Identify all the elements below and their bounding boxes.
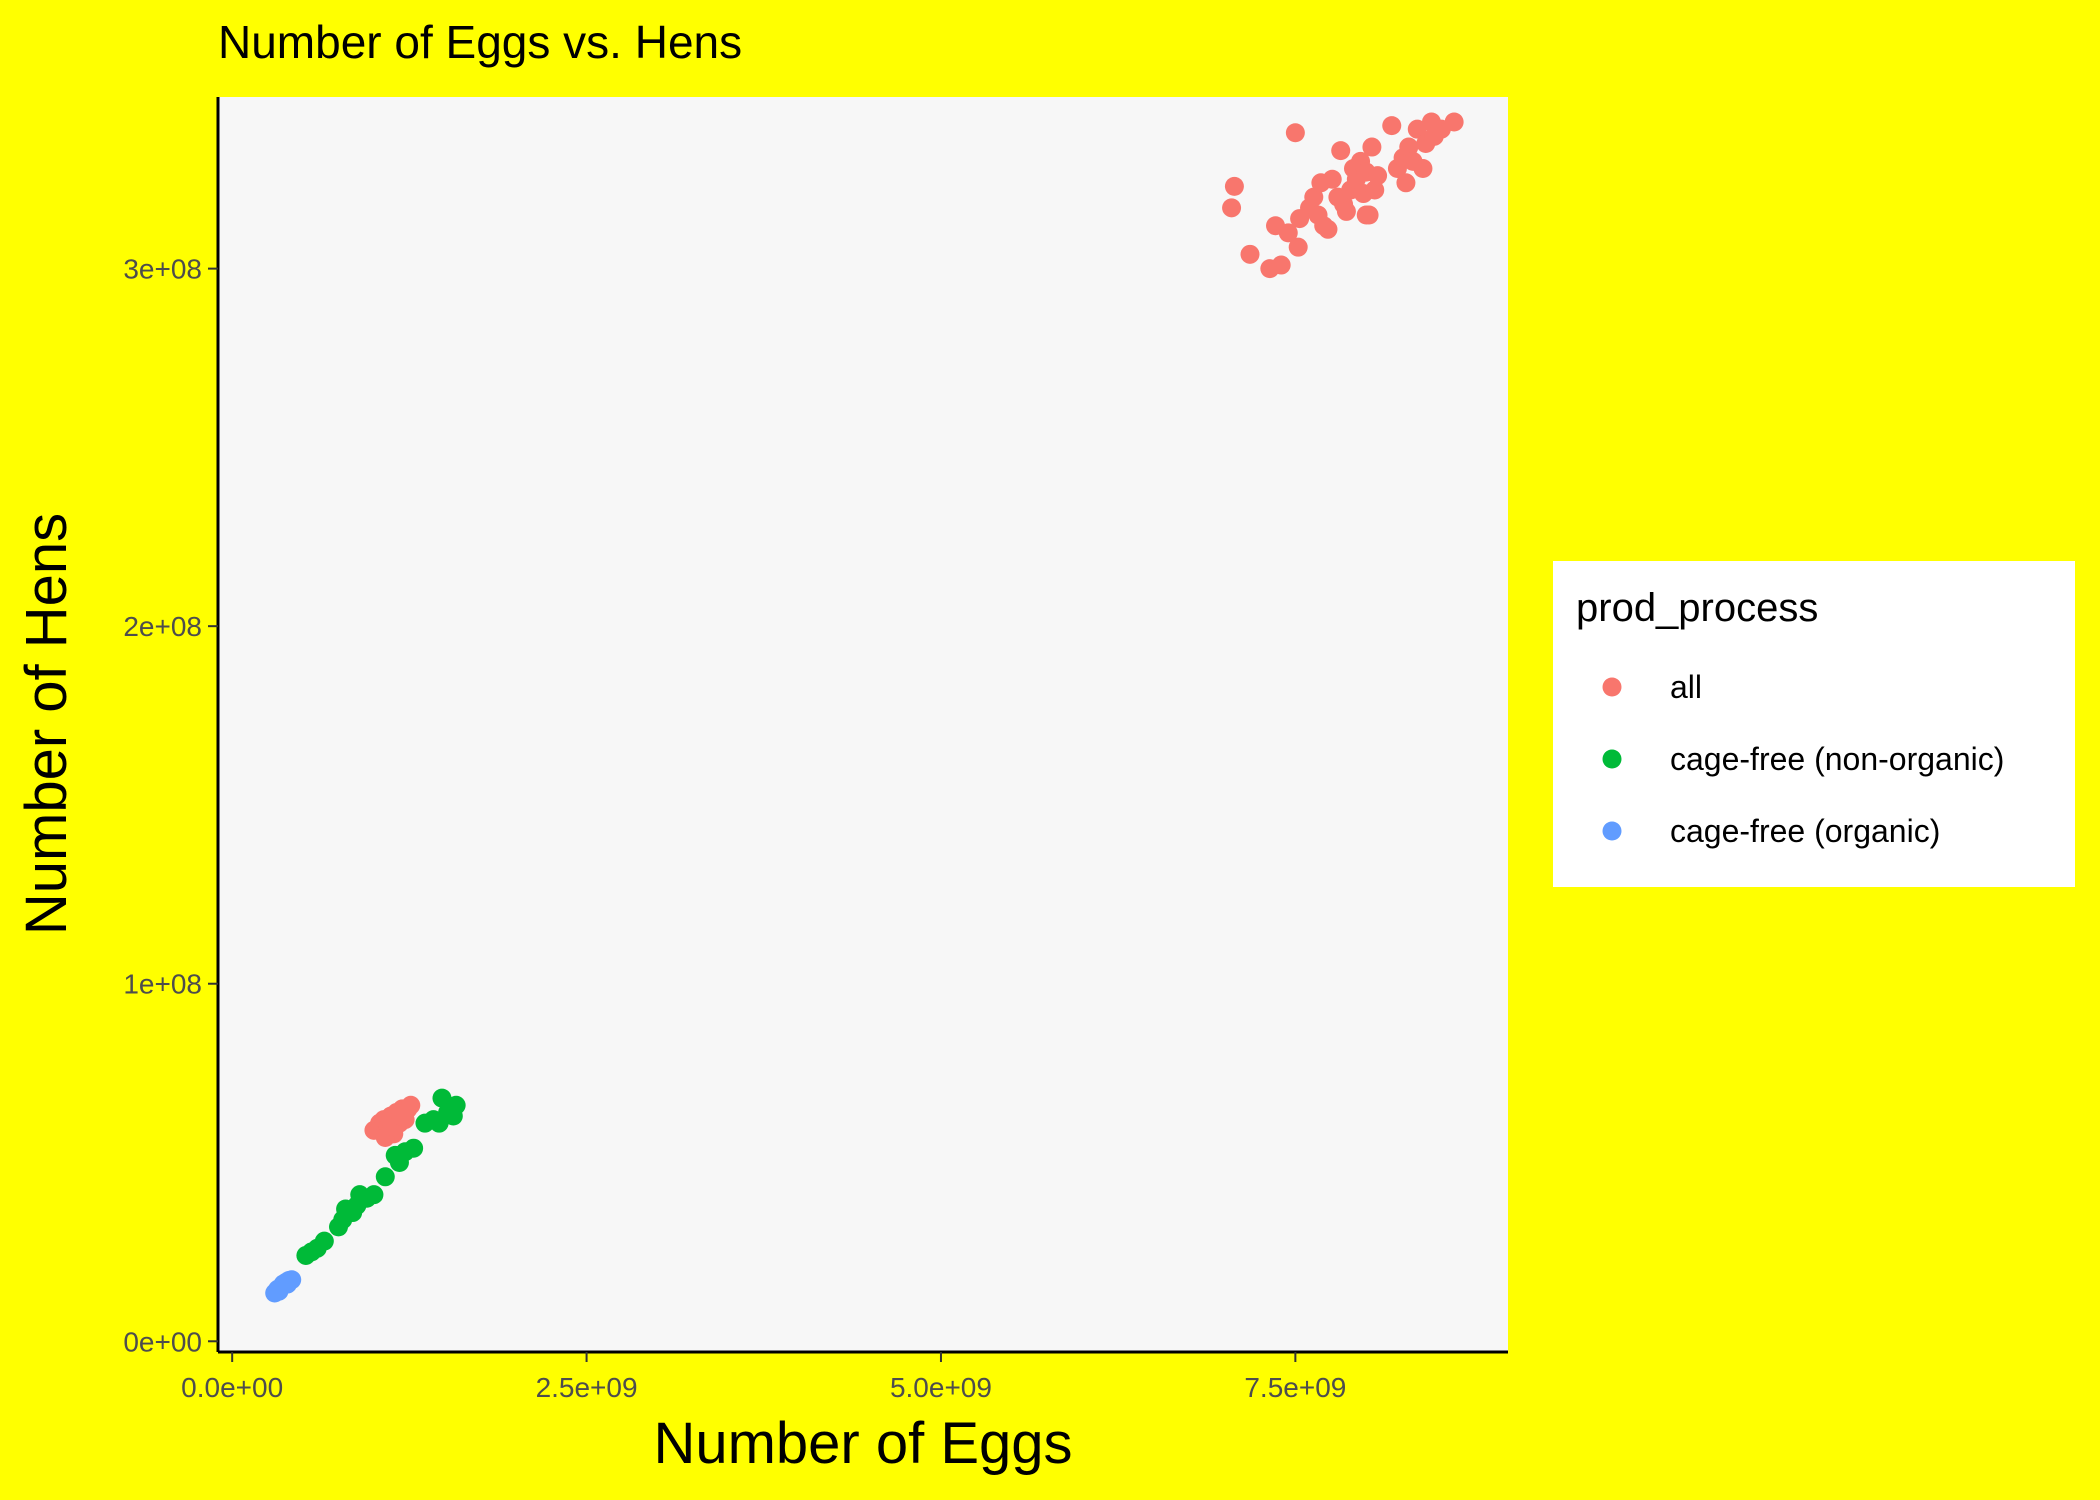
data-point: [314, 1231, 334, 1251]
data-point: [1271, 255, 1291, 275]
legend-label: cage-free (organic): [1670, 813, 1940, 849]
x-axis-title: Number of Eggs: [653, 1411, 1072, 1476]
y-tick-label: 1e+08: [123, 969, 202, 1000]
data-point: [391, 1106, 411, 1126]
data-point: [364, 1185, 384, 1205]
x-tick-label: 5.0e+09: [890, 1372, 992, 1403]
data-point: [1331, 141, 1351, 161]
data-point: [1382, 116, 1402, 136]
points-layer: [265, 112, 1464, 1303]
y-tick-label: 2e+08: [123, 611, 202, 642]
legend-box: [1553, 561, 2075, 887]
x-tick-label: 7.5e+09: [1244, 1372, 1346, 1403]
data-point: [404, 1138, 424, 1158]
data-point: [1362, 137, 1382, 157]
x-tick-label: 2.5e+09: [536, 1372, 638, 1403]
data-point: [1336, 201, 1356, 221]
legend-key: [1602, 749, 1622, 769]
data-point: [1304, 187, 1324, 207]
data-point: [1444, 112, 1464, 132]
data-point: [1285, 123, 1305, 143]
y-tick-label: 0e+00: [123, 1326, 202, 1357]
x-tick-label: 0.0e+00: [181, 1372, 283, 1403]
data-point: [1407, 119, 1427, 139]
y-axis-ticks: 0e+00 1e+08 2e+08 3e+08: [123, 254, 218, 1357]
data-point: [1278, 223, 1298, 243]
y-tick-label: 3e+08: [123, 254, 202, 285]
data-point: [1399, 137, 1419, 157]
legend-label: cage-free (non-organic): [1670, 741, 2004, 777]
data-point: [1365, 180, 1385, 200]
legend-key: [1602, 677, 1622, 697]
data-point: [1222, 198, 1242, 218]
y-axis-title: Number of Hens: [14, 513, 79, 935]
data-point: [277, 1274, 297, 1294]
data-point: [1396, 173, 1416, 193]
data-point: [1356, 205, 1376, 225]
x-axis-ticks: 0.0e+00 2.5e+09 5.0e+09 7.5e+09: [181, 1352, 1346, 1403]
chart-title: Number of Eggs vs. Hens: [218, 16, 742, 68]
legend-items: all cage-free (non-organic) cage-free (org…: [1602, 669, 2004, 849]
data-point: [375, 1167, 395, 1187]
data-point: [1413, 159, 1433, 179]
data-point: [1240, 244, 1260, 264]
data-point: [1288, 237, 1308, 257]
data-point: [1318, 219, 1338, 239]
legend-label: all: [1670, 669, 1702, 705]
data-point: [446, 1095, 466, 1115]
legend-title: prod_process: [1576, 586, 1818, 630]
legend-key: [1602, 821, 1622, 841]
data-point: [432, 1088, 452, 1108]
data-point: [1322, 169, 1342, 189]
data-point: [1224, 176, 1244, 196]
legend: prod_process all cage-free (non-organic) c…: [1553, 561, 2075, 887]
plot-panel: [218, 97, 1508, 1352]
data-point: [1368, 166, 1388, 186]
